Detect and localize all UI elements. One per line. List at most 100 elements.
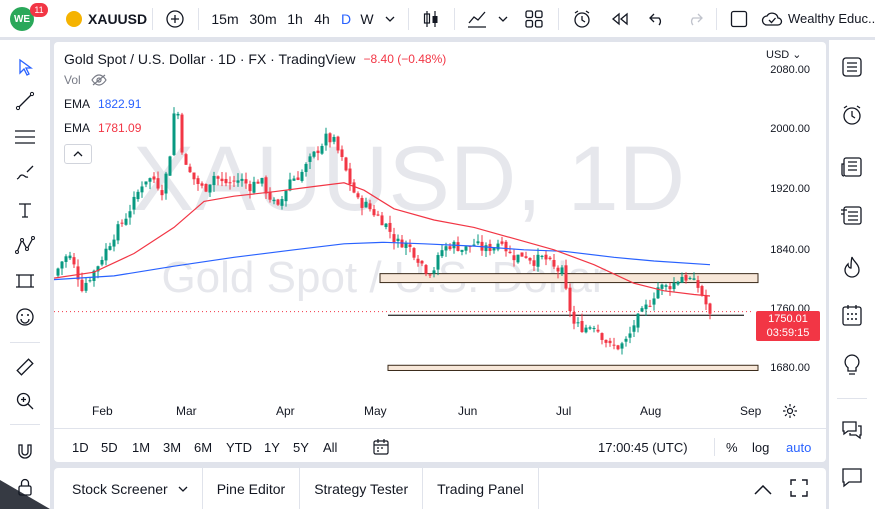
text-tool-icon[interactable] (10, 195, 40, 225)
currency-selector[interactable]: USD ⌄ (766, 49, 802, 61)
projection-tool-icon[interactable] (10, 266, 40, 296)
calendar-icon[interactable] (837, 300, 867, 330)
candle-body (296, 177, 300, 180)
watchlist-icon[interactable] (837, 52, 867, 82)
interval-d[interactable]: D (340, 10, 352, 27)
candle-body (60, 261, 64, 269)
candle-body (556, 267, 560, 272)
tab-stock-screener[interactable]: Stock Screener (54, 468, 203, 509)
candle-body (648, 305, 652, 307)
chats-icon[interactable] (837, 415, 867, 445)
log-toggle[interactable]: log (752, 440, 770, 455)
range-5y[interactable]: 5Y (293, 440, 309, 455)
candle-body (392, 234, 396, 243)
range-all[interactable]: All (323, 440, 338, 455)
candle-body (368, 203, 372, 210)
utc-time[interactable]: 17:00:45 (UTC) (598, 440, 688, 455)
redo-icon[interactable] (684, 0, 706, 38)
interval-dropdown-icon[interactable] (383, 0, 397, 38)
collapse-legend-button[interactable] (64, 144, 92, 164)
candle-body (100, 259, 104, 265)
eye-hidden-icon[interactable] (90, 74, 107, 86)
indicators-dropdown-icon[interactable] (496, 0, 510, 38)
range-1m[interactable]: 1M (132, 440, 151, 455)
ema-fast-label[interactable]: EMA (64, 97, 91, 111)
y-tick-2000: 2000.00 (770, 123, 810, 135)
candle-body (676, 281, 680, 285)
chart-settings-gear-icon[interactable] (782, 403, 798, 424)
candle-body (140, 186, 144, 193)
collapse-panel-chevron-icon[interactable] (754, 482, 772, 500)
news-icon[interactable] (837, 152, 867, 182)
maximize-panel-icon[interactable] (790, 479, 808, 502)
candle-body (552, 259, 556, 267)
interval-w[interactable]: W (360, 10, 374, 27)
chart-title[interactable]: Gold Spot / U.S. Dollar · 1D · FX · Trad… (64, 51, 356, 67)
indicators-icon[interactable] (464, 0, 490, 38)
candle-body (236, 180, 240, 183)
candle-body (532, 260, 536, 266)
candle-body (508, 251, 512, 254)
range-ytd[interactable]: YTD (226, 440, 252, 455)
undo-icon[interactable] (646, 0, 668, 38)
auto-toggle[interactable]: auto (786, 440, 812, 455)
fullscreen-square-icon[interactable] (728, 0, 750, 38)
layouts-icon[interactable] (522, 0, 546, 38)
candle-body (496, 243, 500, 250)
replay-icon[interactable] (608, 0, 632, 38)
chevron-down-icon[interactable] (178, 486, 188, 492)
candle-body (152, 176, 156, 180)
cloud-save-icon[interactable] (760, 0, 784, 38)
range-6m[interactable]: 6M (194, 440, 213, 455)
ideas-lightbulb-icon[interactable] (837, 350, 867, 380)
candle-body (216, 176, 220, 179)
chart-panel[interactable]: XAUUSD, 1D Gold Spot / U.S. Dollar Gold S… (54, 42, 826, 462)
hotlist-fire-icon[interactable] (837, 252, 867, 282)
trend-line-icon[interactable] (10, 86, 40, 116)
range-5d[interactable]: 5D (101, 440, 118, 455)
candle-body (468, 246, 472, 248)
volume-label[interactable]: Vol (64, 73, 81, 87)
candle-body (540, 255, 544, 257)
range-1d[interactable]: 1D (72, 440, 89, 455)
compare-add-icon[interactable] (164, 0, 186, 38)
symbol-search[interactable]: XAUUSD (88, 10, 148, 27)
ruler-icon[interactable] (10, 352, 40, 382)
candle-body (244, 179, 248, 184)
candle-body (148, 178, 152, 182)
tab-trading-panel[interactable]: Trading Panel (423, 468, 539, 509)
messages-icon[interactable] (837, 462, 867, 492)
emoji-icon[interactable] (10, 302, 40, 332)
collapse-corner-icon[interactable] (0, 480, 50, 509)
magnet-icon[interactable] (10, 436, 40, 466)
zoom-in-icon[interactable] (10, 386, 40, 416)
tab-strategy-tester[interactable]: Strategy Tester (300, 468, 424, 509)
range-3m[interactable]: 3M (163, 440, 182, 455)
candle-body (184, 154, 188, 165)
ema-slow-label[interactable]: EMA (64, 121, 91, 135)
percent-toggle[interactable]: % (726, 440, 738, 455)
account-name[interactable]: Wealthy Educ... (788, 11, 875, 26)
candles-chart-type-icon[interactable] (420, 0, 442, 38)
interval-15m[interactable]: 15m (211, 10, 239, 27)
date-range-calendar-icon[interactable] (372, 438, 390, 461)
tab-pine-editor[interactable]: Pine Editor (203, 468, 301, 509)
alert-clock-icon[interactable] (570, 0, 594, 38)
candle-body (544, 254, 548, 260)
candle-body (272, 199, 276, 202)
cursor-icon[interactable] (10, 52, 40, 82)
chart-legend: Gold Spot / U.S. Dollar · 1D · FX · Trad… (64, 50, 446, 164)
pattern-tool-icon[interactable] (10, 230, 40, 260)
candle-body (256, 181, 260, 184)
horizontal-lines-icon[interactable] (10, 122, 40, 152)
alerts-clock-icon[interactable] (837, 100, 867, 130)
candle-body (424, 265, 428, 274)
screener-list-icon[interactable] (837, 200, 867, 230)
interval-30m[interactable]: 30m (249, 10, 277, 27)
interval-4h[interactable]: 4h (314, 10, 330, 27)
brush-icon[interactable] (10, 158, 40, 188)
candle-body (300, 171, 304, 181)
range-1y[interactable]: 1Y (264, 440, 280, 455)
interval-1h[interactable]: 1h (287, 10, 303, 27)
